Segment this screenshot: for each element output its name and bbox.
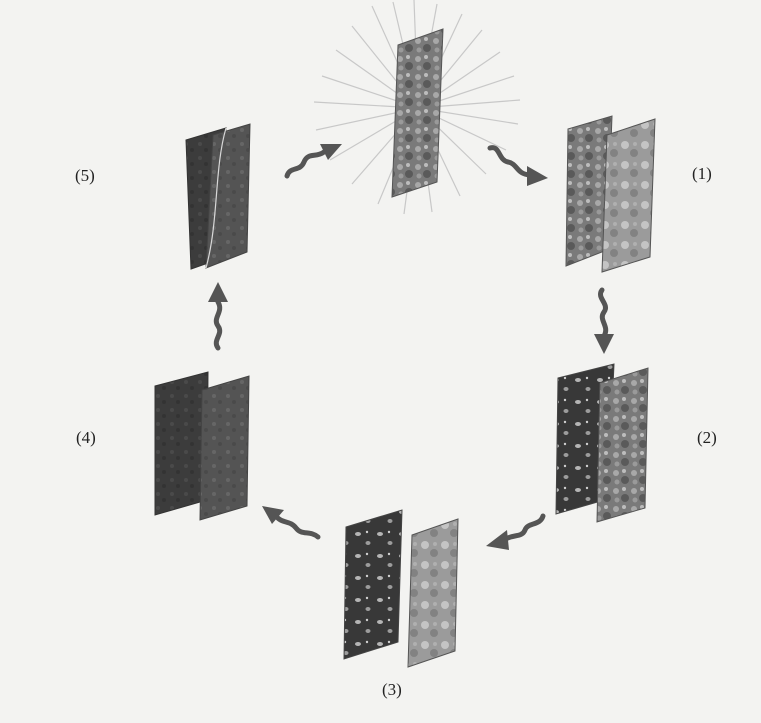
- arrows: [208, 144, 614, 550]
- stage-4-panel-front: [199, 375, 250, 521]
- stage-2-panels: [555, 363, 649, 523]
- stage-4-label: (4): [76, 428, 96, 447]
- stage-5-panel-front: [205, 123, 251, 269]
- panel-top: [391, 28, 444, 198]
- arrow-5-to-top: [284, 144, 342, 179]
- arrow-top-to-1: [487, 145, 548, 186]
- stage-1-panel-front: [601, 118, 656, 273]
- arrow-2-to-3: [486, 513, 546, 550]
- stage-1-label: (1): [692, 164, 712, 183]
- stage-4-panels: [154, 371, 250, 521]
- stage-2-label: (2): [697, 428, 717, 447]
- stage-5-panels: [185, 123, 251, 270]
- arrow-3-to-4: [262, 506, 321, 540]
- arrow-4-to-5: [208, 282, 228, 351]
- stage-3-panels: [343, 509, 459, 668]
- stage-2-panel-front: [596, 367, 649, 523]
- stage-3-panel-front: [407, 518, 459, 668]
- stage-5-label: (5): [75, 166, 95, 185]
- stage-1-panels: [565, 115, 656, 273]
- stage-3-panel-back: [343, 509, 403, 660]
- arrow-1-to-2: [594, 287, 614, 354]
- excited-panel: [313, 0, 521, 215]
- stage-3-label: (3): [382, 680, 402, 699]
